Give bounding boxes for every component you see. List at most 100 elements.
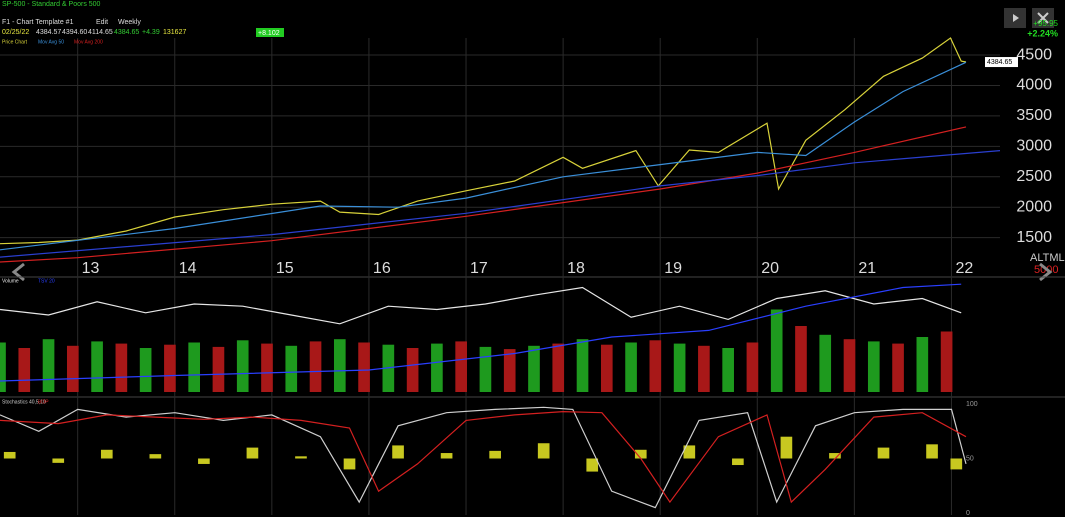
x-tick-label: 18	[567, 260, 585, 277]
x-tick-label: 13	[82, 260, 100, 277]
bar	[285, 345, 298, 392]
x-tick-label: 14	[179, 260, 197, 277]
template[interactable]: F1 - Chart Template #1	[2, 19, 74, 26]
bar	[309, 341, 322, 392]
series-line	[0, 61, 967, 251]
series-line	[0, 283, 962, 382]
series-line	[0, 126, 967, 263]
bar	[115, 343, 128, 392]
bar	[600, 344, 613, 392]
legend-entry: Stochastics 40,5,10	[2, 399, 46, 405]
y-tick-label: 4000	[1016, 77, 1052, 94]
bar	[358, 342, 370, 392]
bar	[877, 447, 890, 459]
bar	[261, 343, 273, 392]
y-tick-label: 4500	[1016, 46, 1052, 63]
series-line	[0, 286, 962, 325]
bar	[100, 449, 113, 459]
bar	[406, 348, 419, 392]
bar	[91, 341, 103, 392]
x-tick-label: 22	[955, 260, 973, 277]
low: 4114.65	[88, 29, 113, 36]
bar	[479, 346, 492, 392]
bar	[780, 436, 793, 459]
badge-bg	[256, 28, 284, 37]
y-tick-label: 50	[966, 455, 974, 462]
x-tick-label: 17	[470, 260, 488, 277]
play-icon	[1013, 14, 1019, 22]
bar	[3, 451, 16, 459]
y-tick-label: 2500	[1016, 168, 1052, 185]
x-tick-label: 20	[761, 260, 779, 277]
bar	[634, 449, 647, 459]
x-tick-label: 19	[664, 260, 682, 277]
bar	[916, 337, 929, 392]
symbol: SP-500 - Standard & Poors 500	[2, 1, 101, 8]
legend-entry: Mov Avg 200	[74, 39, 103, 45]
high: 4394.60	[62, 29, 87, 36]
bar	[343, 458, 356, 470]
bar	[52, 458, 65, 463]
bar	[236, 340, 249, 392]
bar	[950, 458, 963, 470]
bar	[188, 342, 200, 392]
bar	[722, 348, 734, 392]
bar	[698, 345, 710, 392]
close: 4384.65	[114, 29, 139, 36]
net-change: +95.95	[1033, 19, 1058, 28]
bar	[440, 453, 453, 459]
bar	[673, 343, 686, 392]
last-price-bg	[985, 57, 1018, 68]
altml: ALTML	[1030, 252, 1065, 264]
bar	[149, 454, 162, 459]
legend-entry: Mov Avg 50	[38, 39, 64, 45]
bar	[246, 447, 259, 459]
close-icon	[1037, 12, 1049, 24]
bar	[649, 340, 662, 392]
bar	[18, 348, 31, 392]
volume: 131627	[163, 29, 186, 36]
x-tick-label: 15	[276, 260, 294, 277]
last-price: 4384.65	[987, 59, 1012, 66]
y-tick-label: 0	[966, 510, 970, 517]
badge: +8.102	[258, 30, 280, 37]
change: +4.39	[142, 29, 160, 36]
bar	[843, 339, 856, 392]
y-tick-label: 3500	[1016, 107, 1052, 124]
bar	[819, 334, 832, 392]
y-tick-label: 1500	[1016, 229, 1052, 246]
bar	[489, 450, 501, 459]
series-line	[0, 150, 1001, 258]
interval[interactable]: Weekly	[118, 19, 141, 26]
bar	[746, 342, 759, 392]
bar	[576, 339, 589, 392]
x-tick-label: 16	[373, 260, 391, 277]
bar	[940, 331, 953, 392]
bar	[770, 309, 783, 392]
series-line	[0, 406, 967, 509]
bar	[537, 443, 550, 459]
bar	[552, 343, 565, 392]
series-line	[0, 410, 967, 504]
legend-entry: Volume	[2, 278, 19, 284]
bar	[625, 342, 637, 392]
bar	[829, 453, 841, 459]
bar	[455, 341, 467, 392]
bar	[139, 348, 152, 392]
bar	[392, 445, 404, 459]
bar	[295, 456, 307, 459]
bar	[926, 444, 938, 459]
y-tick-label: 2000	[1016, 198, 1052, 215]
bar	[795, 326, 807, 392]
bar	[431, 343, 443, 392]
legend-entry: BOP	[38, 399, 49, 405]
bar	[212, 346, 225, 392]
bar	[892, 343, 904, 392]
edit-button[interactable]: Edit	[96, 19, 108, 26]
legend-entry: TSV 20	[38, 278, 55, 284]
bar	[528, 345, 540, 392]
date: 02/25/22	[2, 29, 29, 36]
open: 4384.57	[36, 29, 61, 36]
